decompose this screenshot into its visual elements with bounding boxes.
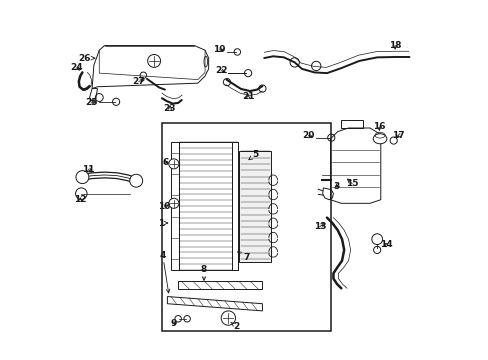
Circle shape <box>76 188 87 199</box>
Text: 17: 17 <box>391 131 404 140</box>
Text: 6: 6 <box>162 158 168 167</box>
Text: 10: 10 <box>158 202 170 211</box>
Ellipse shape <box>372 134 386 144</box>
Text: 13: 13 <box>313 222 325 231</box>
Circle shape <box>147 54 160 67</box>
Text: 4: 4 <box>159 251 169 293</box>
Text: 16: 16 <box>372 122 385 131</box>
Text: 14: 14 <box>379 240 392 249</box>
Text: 9: 9 <box>170 319 176 328</box>
Text: 12: 12 <box>74 195 86 204</box>
Text: 18: 18 <box>388 41 401 50</box>
Circle shape <box>221 311 235 325</box>
Text: 23: 23 <box>163 104 176 113</box>
Bar <box>171 142 178 270</box>
Text: 26: 26 <box>79 54 95 63</box>
Text: 19: 19 <box>213 45 225 54</box>
Circle shape <box>168 159 179 169</box>
Text: 3: 3 <box>332 181 339 190</box>
Text: 20: 20 <box>302 131 314 140</box>
Text: 21: 21 <box>242 92 254 101</box>
Text: 7: 7 <box>237 252 249 262</box>
Bar <box>231 142 238 270</box>
Circle shape <box>371 234 382 244</box>
Circle shape <box>389 137 396 144</box>
Text: 27: 27 <box>132 77 145 86</box>
Circle shape <box>76 171 89 184</box>
Bar <box>178 282 262 289</box>
Text: 8: 8 <box>201 265 207 280</box>
Text: 25: 25 <box>84 98 97 107</box>
Text: 2: 2 <box>230 322 239 331</box>
Circle shape <box>129 174 142 187</box>
Bar <box>341 120 362 128</box>
Text: 5: 5 <box>248 150 258 160</box>
Circle shape <box>168 198 179 208</box>
Text: 24: 24 <box>70 63 83 72</box>
Text: 15: 15 <box>345 179 358 188</box>
Text: 11: 11 <box>82 165 95 174</box>
Bar <box>239 151 271 262</box>
Bar <box>162 123 330 330</box>
Text: 1: 1 <box>158 219 167 228</box>
Text: 22: 22 <box>215 66 227 75</box>
Bar <box>178 142 237 270</box>
